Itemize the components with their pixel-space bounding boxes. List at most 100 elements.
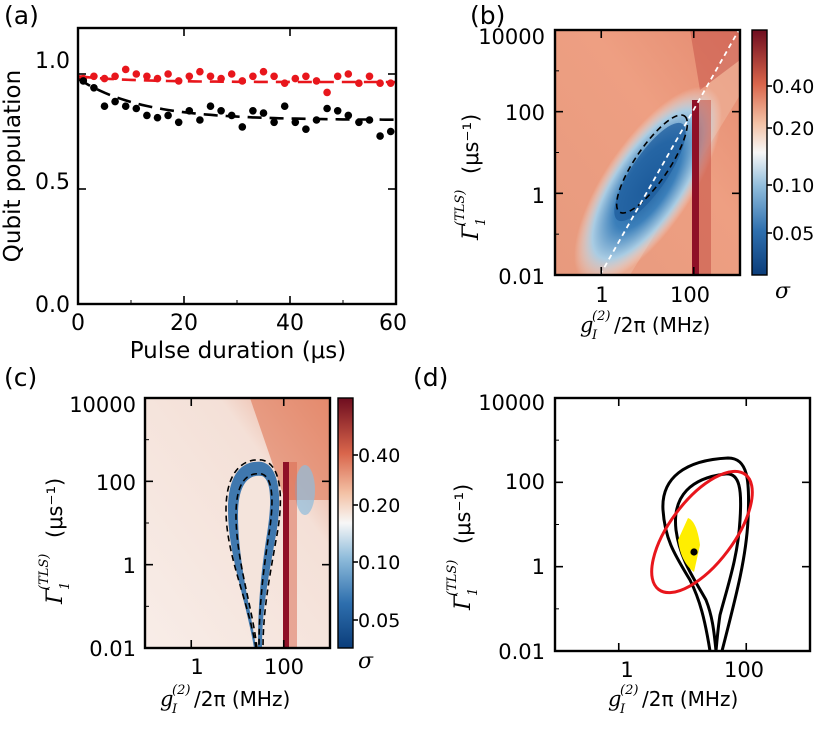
d-ylabel-sub: 1 xyxy=(466,588,481,596)
red-point-7 xyxy=(153,74,162,83)
black-point-28 xyxy=(376,132,384,140)
c-xtick-100: 100 xyxy=(264,655,304,679)
d-xlabel-g: g xyxy=(608,687,621,711)
panel-b-heatmap xyxy=(555,30,740,275)
red-point-26 xyxy=(355,79,363,87)
c-ytick-10000: 10000 xyxy=(69,393,136,417)
b-xlabel-rest: /2π (MHz) xyxy=(614,313,710,337)
red-point-4 xyxy=(121,65,130,74)
b-xlabel-sub: I xyxy=(591,328,598,343)
c-red-halo xyxy=(289,462,297,648)
b-dashed-contour xyxy=(615,114,689,214)
b-ylabel-sub: 1 xyxy=(474,218,489,226)
red-point-8 xyxy=(164,70,172,78)
panel-d-contours xyxy=(650,456,754,652)
black-point-1 xyxy=(90,84,98,92)
c-xlabel-sub: I xyxy=(171,702,178,717)
panel-c-ticks xyxy=(145,397,330,649)
black-point-29 xyxy=(386,127,395,136)
red-point-27 xyxy=(365,72,374,81)
b-white-diagonal xyxy=(599,30,740,275)
b-ylabel-gamma: Γ xyxy=(459,224,484,241)
red-point-10 xyxy=(185,72,194,81)
black-point-8 xyxy=(164,111,172,120)
panel-d-background xyxy=(555,398,810,651)
d-xlabel: g I (2) /2π (MHz) xyxy=(608,683,738,717)
panel-c-heatmap xyxy=(145,398,330,648)
black-point-24 xyxy=(333,107,342,115)
a-xtick-20: 20 xyxy=(170,311,198,336)
b-ylabel-rest: (μs⁻¹) xyxy=(459,114,483,174)
black-point-26 xyxy=(355,118,363,127)
d-ytick-100: 100 xyxy=(505,470,545,494)
panel-a-points xyxy=(79,65,395,140)
c-red-stripe xyxy=(283,462,289,648)
d-ytick-10000: 10000 xyxy=(478,391,545,415)
panel-b: (b) 10000 100 1 0.01 1 100 0.40 0.20 0.1… xyxy=(453,1,814,343)
panel-d-ticks xyxy=(555,397,810,652)
b-cbar-tick-040: 0.40 xyxy=(772,76,814,98)
c-ytick-1: 1 xyxy=(123,554,136,578)
black-point-13 xyxy=(217,107,225,115)
black-point-16 xyxy=(249,107,257,115)
b-ylabel-sup: (TLS) xyxy=(453,190,468,226)
a-xtick-40: 40 xyxy=(276,311,304,336)
black-point-19 xyxy=(280,102,289,110)
c-dashed-inner xyxy=(235,472,273,648)
black-point-2 xyxy=(100,102,109,110)
c-ylabel-sup: (TLS) xyxy=(37,554,52,590)
c-colorbar-ticks xyxy=(353,454,358,621)
c-dashed-outer xyxy=(225,459,282,648)
black-point-21 xyxy=(302,125,310,133)
d-ylabel-sup: (TLS) xyxy=(445,560,460,596)
c-ylabel: Γ 1 (TLS) (μs⁻¹) xyxy=(37,478,73,605)
panel-a-label: (a) xyxy=(4,1,39,30)
d-ylabel-gamma: Γ xyxy=(451,594,476,611)
d-xtick-100: 100 xyxy=(724,658,764,682)
b-xlabel: g I (2) /2π (MHz) xyxy=(580,309,710,343)
c-cbar-tick-010: 0.10 xyxy=(358,552,400,574)
b-cbar-tick-020: 0.20 xyxy=(772,118,814,140)
d-ylabel-rest: (μs⁻¹) xyxy=(451,484,475,544)
red-point-6 xyxy=(143,72,151,81)
c-cbar-tick-005: 0.05 xyxy=(358,610,400,632)
c-xlabel-sup: (2) xyxy=(172,683,190,698)
panel-b-ticks xyxy=(555,29,740,276)
panel-c: (c) 10000 100 1 0.01 1 100 0.40 0.20 0.1… xyxy=(4,363,400,717)
c-xlabel-rest: /2π (MHz) xyxy=(194,687,290,711)
b-ytick-10000: 10000 xyxy=(478,25,545,49)
d-ytick-1: 1 xyxy=(532,555,545,579)
red-point-23 xyxy=(323,88,331,97)
d-black-outer xyxy=(661,456,751,652)
red-point-19 xyxy=(280,79,289,87)
a-ytick-0: 0.0 xyxy=(35,293,70,318)
c-ylabel-rest: (μs⁻¹) xyxy=(43,478,67,538)
c-xlabel-g: g xyxy=(160,687,173,711)
c-blue-patch xyxy=(295,465,315,515)
c-ytick-100: 100 xyxy=(96,471,136,495)
red-point-24 xyxy=(333,72,342,81)
d-ylabel: Γ 1 (TLS) (μs⁻¹) xyxy=(445,484,481,611)
black-point-7 xyxy=(153,113,162,122)
black-point-10 xyxy=(185,107,194,115)
c-xtick-1: 1 xyxy=(190,655,203,679)
c-loop-interior xyxy=(238,475,271,648)
red-point-2 xyxy=(100,74,109,83)
black-point-27 xyxy=(365,116,374,124)
d-yellow-overlap xyxy=(678,518,700,572)
red-fit xyxy=(77,75,396,84)
c-ytick-001: 0.01 xyxy=(89,637,136,661)
black-point-18 xyxy=(270,118,278,127)
a-ytick-05: 0.5 xyxy=(35,170,70,195)
c-ylabel-gamma: Γ xyxy=(43,588,68,605)
c-colorbar xyxy=(337,397,354,649)
red-point-1 xyxy=(90,72,98,81)
a-ylabel: Qubit population xyxy=(0,70,26,262)
panel-b-label: (b) xyxy=(470,1,505,30)
b-ytick-001: 0.01 xyxy=(498,265,545,289)
b-xlabel-g: g xyxy=(580,313,593,337)
red-point-13 xyxy=(217,74,225,83)
black-point-9 xyxy=(174,118,183,127)
black-point-20 xyxy=(291,118,300,127)
